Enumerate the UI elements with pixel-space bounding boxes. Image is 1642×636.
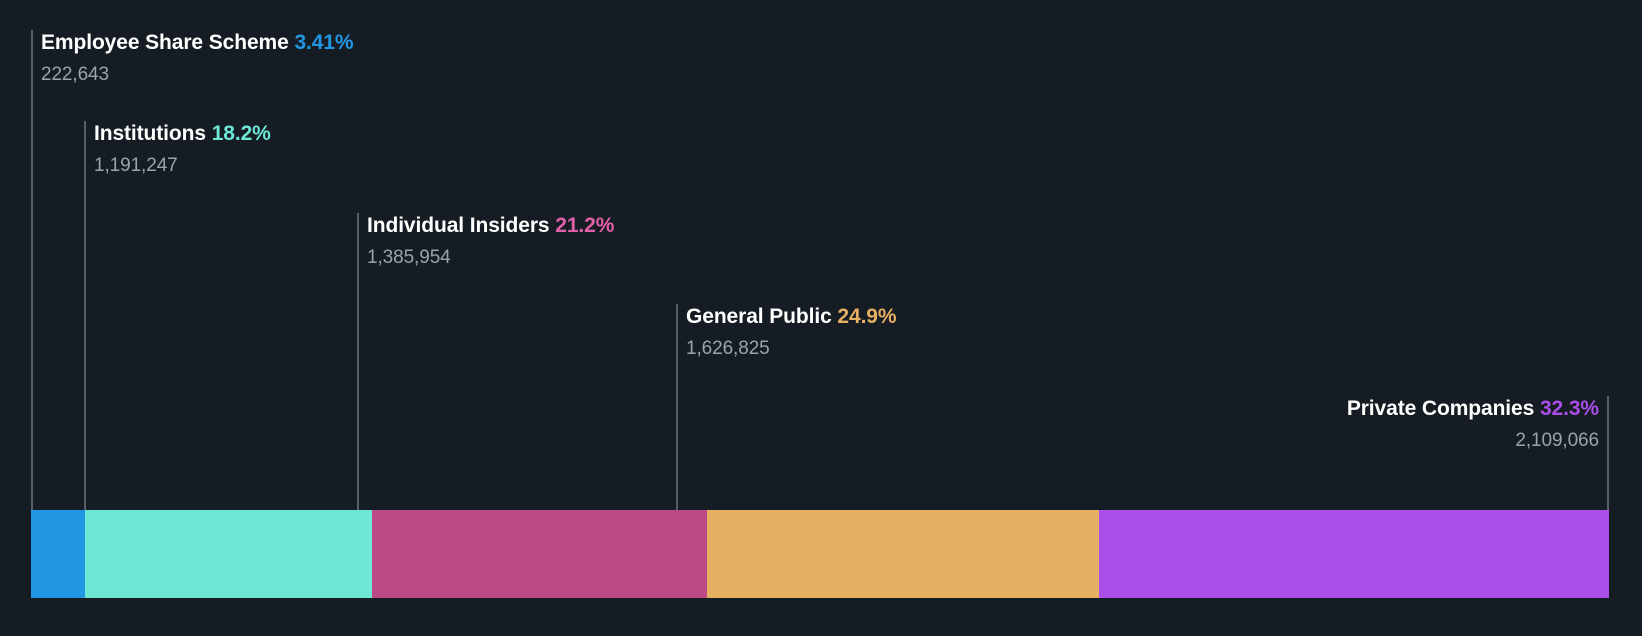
callout-title-institutions: Institutions 18.2% [94,121,271,147]
callout-institutions[interactable]: Institutions 18.2% 1,191,247 [84,121,271,185]
leader-line-employee-share-scheme [31,94,33,510]
callout-title-private-companies: Private Companies 32.3% [1347,396,1599,422]
callout-name-general-public: General Public [686,305,832,328]
callout-individual-insiders[interactable]: Individual Insiders 21.2% 1,385,954 [357,213,614,277]
callout-percent-individual-insiders: 21.2% [555,214,615,237]
callout-percent-institutions: 18.2% [211,122,271,145]
leader-line-institutions [84,185,86,510]
callout-title-employee-share-scheme: Employee Share Scheme 3.41% [41,30,354,56]
callout-shares-general-public: 1,626,825 [686,338,770,359]
callout-name-employee-share-scheme: Employee Share Scheme [41,31,289,54]
callout-shares-institutions: 1,191,247 [94,155,178,176]
callout-percent-employee-share-scheme: 3.41% [294,31,354,54]
callout-name-institutions: Institutions [94,122,206,145]
callout-percent-private-companies: 32.3% [1539,397,1599,420]
callout-general-public[interactable]: General Public 24.9% 1,626,825 [676,304,897,368]
bar-segment-individual-insiders[interactable] [371,510,707,598]
bar-segment-institutions[interactable] [84,510,372,598]
callout-title-individual-insiders: Individual Insiders 21.2% [367,213,614,239]
leader-line-private-companies [1607,460,1609,510]
callout-name-individual-insiders: Individual Insiders [367,214,550,237]
callout-shares-individual-insiders: 1,385,954 [367,247,451,268]
callout-title-general-public: General Public 24.9% [686,304,897,330]
stacked-ownership-bar[interactable] [31,510,1609,598]
bar-segment-private-companies[interactable] [1099,510,1609,598]
callout-private-companies[interactable]: Private Companies 32.3% 2,109,066 [1347,396,1609,460]
callout-percent-general-public: 24.9% [837,305,897,328]
bar-segment-general-public[interactable] [706,510,1100,598]
leader-line-general-public [676,368,678,510]
callout-name-private-companies: Private Companies [1346,397,1535,420]
callout-employee-share-scheme[interactable]: Employee Share Scheme 3.41% 222,643 [31,30,354,94]
leader-line-individual-insiders [357,277,359,510]
bar-segment-employee-share-scheme[interactable] [31,510,85,598]
callout-shares-employee-share-scheme: 222,643 [41,64,109,85]
callout-shares-private-companies: 2,109,066 [1515,430,1599,451]
